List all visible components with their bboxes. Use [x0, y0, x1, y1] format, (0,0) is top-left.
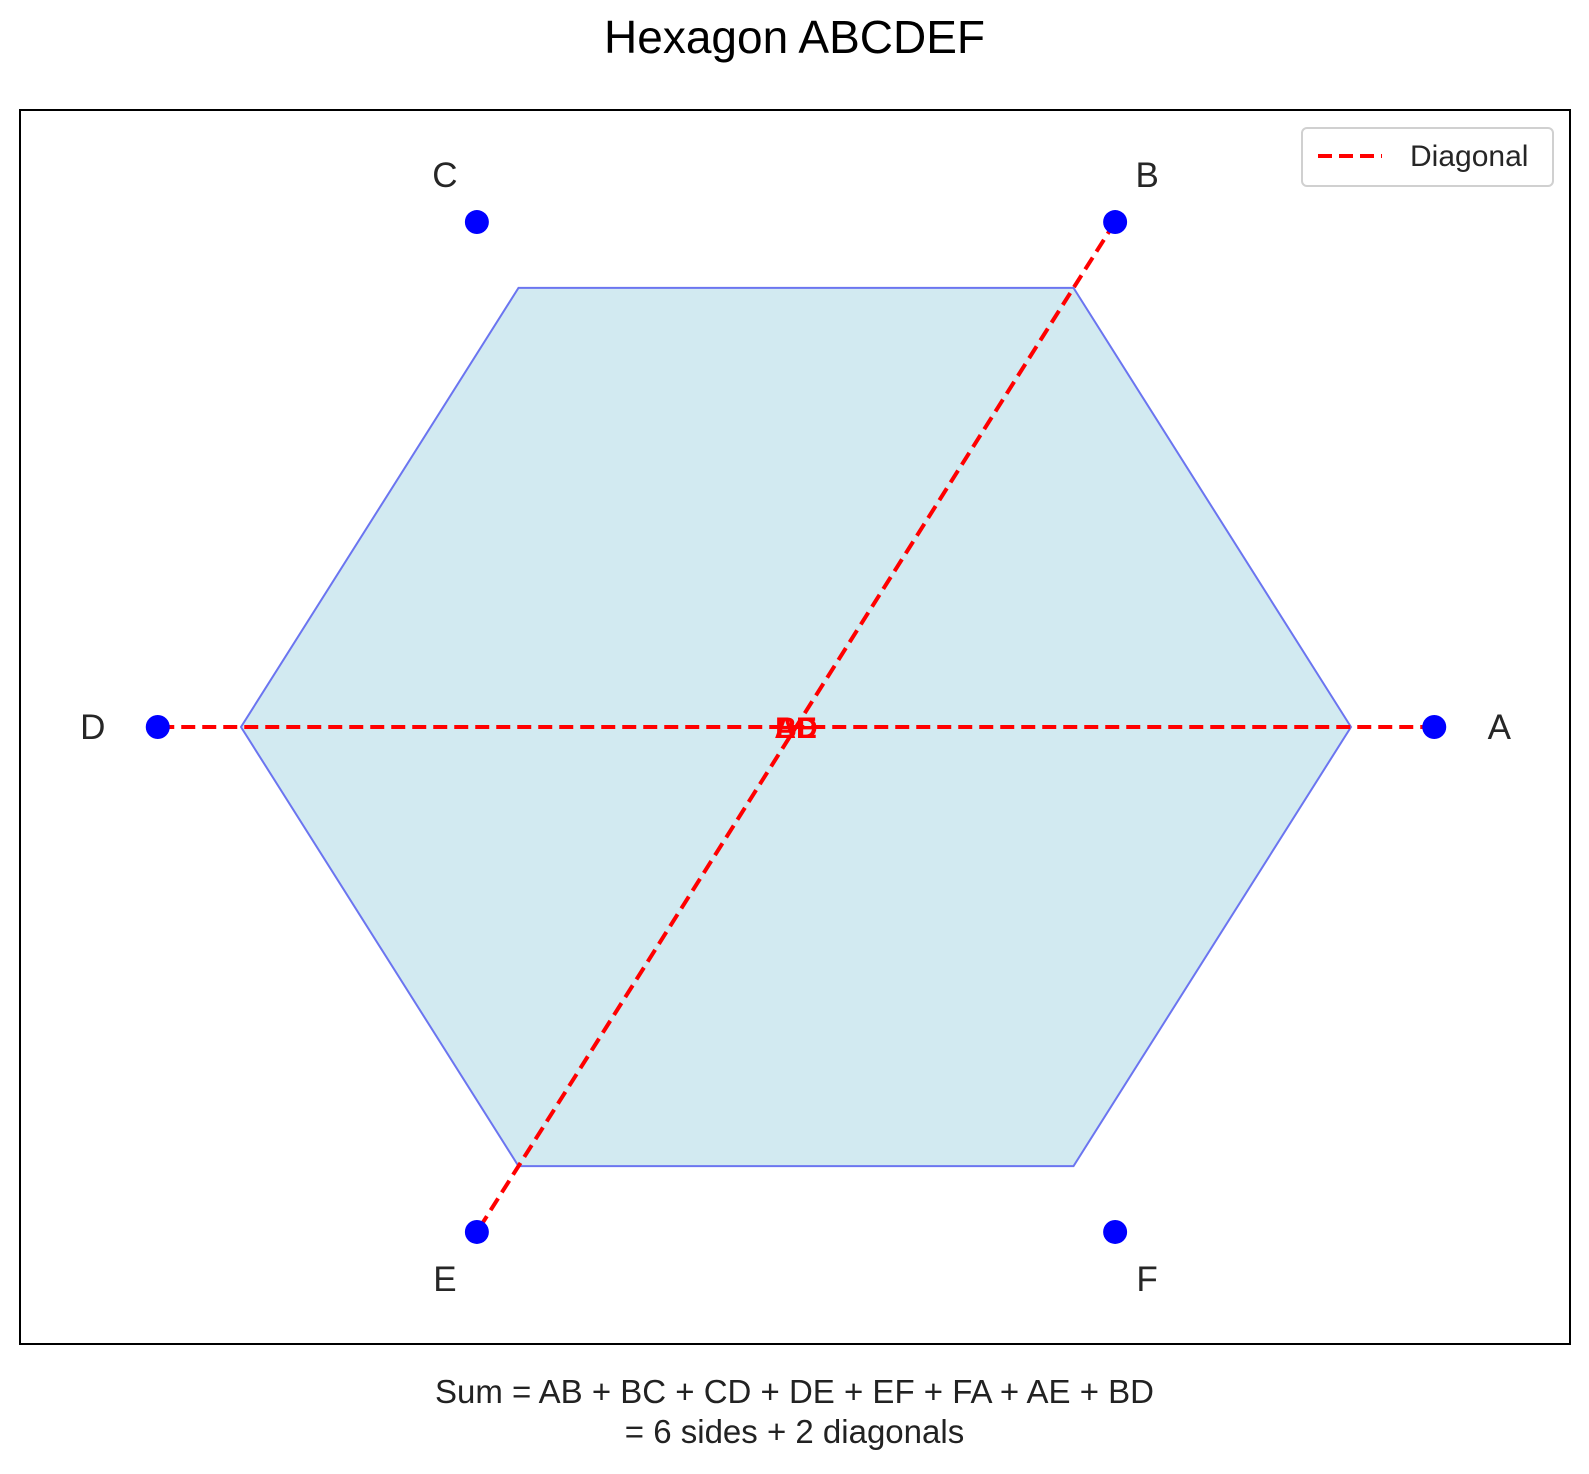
legend: Diagonal	[1301, 127, 1554, 187]
formula-line-2: = 6 sides + 2 diagonals	[624, 1413, 965, 1450]
point-e	[464, 1219, 489, 1244]
vertex-label-e: E	[433, 1260, 456, 1299]
point-c	[464, 210, 489, 235]
point-b	[1103, 210, 1128, 235]
point-f	[1103, 1219, 1128, 1244]
vertex-label-f: F	[1136, 1260, 1157, 1299]
formula-line-1: Sum = AB + BC + CD + DE + EF + FA + AE +…	[434, 1373, 1154, 1410]
axes-frame	[19, 109, 1571, 1345]
point-a	[1422, 715, 1447, 739]
legend-diagonal-label: Diagonal	[1410, 140, 1528, 173]
vertex-label-c: C	[432, 156, 457, 195]
chart-title: Hexagon ABCDEF	[604, 11, 985, 63]
vertex-label-a: A	[1488, 708, 1512, 747]
point-d	[145, 715, 170, 739]
legend-box	[1301, 127, 1554, 187]
plot-layer: ADBEABCDEF	[80, 156, 1511, 1299]
formula-caption: Sum = AB + BC + CD + DE + EF + FA + AE +…	[0, 1372, 1589, 1452]
vertex-label-b: B	[1135, 156, 1158, 195]
diagonal-be	[475, 220, 1117, 1234]
vertex-label-d: D	[80, 708, 105, 747]
diagonal-label-be: BE	[775, 712, 817, 745]
